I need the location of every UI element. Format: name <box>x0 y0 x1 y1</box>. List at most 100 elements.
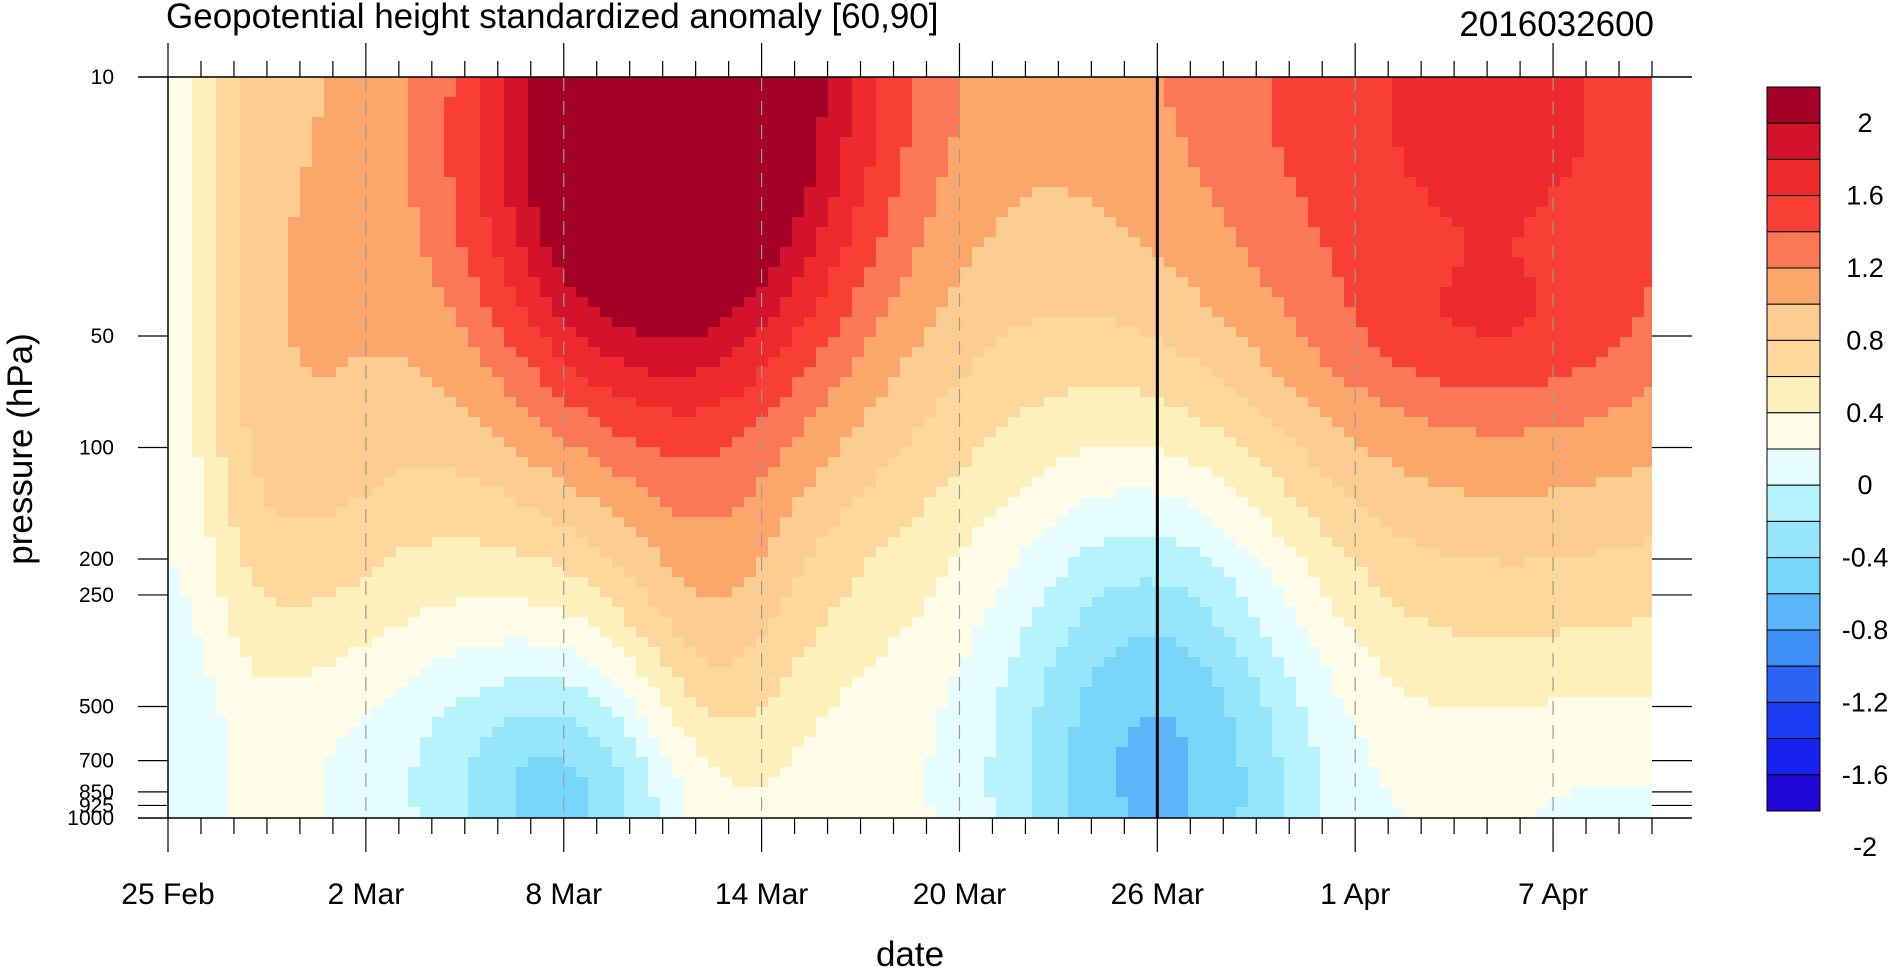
contour-cell <box>1248 287 1260 297</box>
contour-cell <box>528 417 540 427</box>
contour-cell <box>396 327 408 337</box>
contour-cell <box>1032 447 1044 457</box>
contour-cell <box>288 287 300 297</box>
contour-cell <box>600 97 612 107</box>
contour-cell <box>528 87 540 97</box>
contour-cell <box>1032 177 1044 187</box>
contour-cell <box>1584 267 1596 277</box>
contour-cell <box>876 87 888 97</box>
contour-cell <box>768 137 780 147</box>
contour-cell <box>372 97 384 107</box>
contour-cell <box>1284 137 1296 147</box>
contour-cell <box>1476 267 1488 277</box>
contour-cell <box>936 97 948 107</box>
contour-cell <box>1020 277 1032 287</box>
contour-cell <box>768 187 780 197</box>
contour-cell <box>204 267 216 277</box>
contour-cell <box>180 377 192 387</box>
contour-cell <box>1284 437 1296 447</box>
contour-cell <box>1584 157 1596 167</box>
contour-cell <box>1428 137 1440 147</box>
contour-cell <box>1296 277 1308 287</box>
contour-cell <box>1236 297 1248 307</box>
contour-cell <box>732 157 744 167</box>
contour-cell <box>468 287 480 297</box>
contour-cell <box>180 347 192 357</box>
contour-cell <box>696 267 708 277</box>
contour-cell <box>1632 377 1644 387</box>
contour-cell <box>444 307 456 317</box>
contour-cell <box>564 317 576 327</box>
contour-cell <box>432 277 444 287</box>
contour-cell <box>1212 177 1224 187</box>
contour-cell <box>936 297 948 307</box>
contour-cell <box>1392 367 1404 377</box>
contour-cell <box>1260 457 1272 467</box>
contour-cell <box>1488 337 1500 347</box>
contour-cell <box>384 247 396 257</box>
contour-cell <box>1104 227 1116 237</box>
contour-cell <box>1284 227 1296 237</box>
contour-cell <box>1392 337 1404 347</box>
contour-cell <box>1020 377 1032 387</box>
contour-cell <box>1380 157 1392 167</box>
contour-cell <box>1212 227 1224 237</box>
contour-cell <box>768 247 780 257</box>
contour-cell <box>1620 327 1632 337</box>
contour-cell <box>252 87 264 97</box>
contour-cell <box>552 377 564 387</box>
contour-cell <box>528 447 540 457</box>
contour-cell <box>1644 357 1652 367</box>
contour-cell <box>252 407 264 417</box>
contour-cell <box>540 407 552 417</box>
contour-cell <box>1320 237 1332 247</box>
contour-cell <box>996 147 1008 157</box>
contour-cell <box>1500 197 1512 207</box>
contour-cell <box>552 147 564 157</box>
contour-cell <box>456 167 468 177</box>
contour-cell <box>1056 337 1068 347</box>
contour-cell <box>1644 177 1652 187</box>
contour-cell <box>168 107 180 117</box>
contour-cell <box>1464 167 1476 177</box>
contour-cell <box>384 107 396 117</box>
contour-cell <box>180 77 192 87</box>
contour-cell <box>732 367 744 377</box>
contour-cell <box>1128 237 1140 247</box>
contour-cell <box>168 127 180 137</box>
contour-cell <box>564 137 576 147</box>
contour-cell <box>408 367 420 377</box>
contour-cell <box>1164 347 1176 357</box>
contour-cell <box>1320 197 1332 207</box>
contour-cell <box>1164 207 1176 217</box>
contour-cell <box>996 377 1008 387</box>
contour-cell <box>168 467 180 477</box>
contour-cell <box>720 207 732 217</box>
contour-cell <box>1272 467 1284 477</box>
contour-cell <box>276 177 288 187</box>
contour-cell <box>636 127 648 137</box>
contour-cell <box>1440 317 1452 327</box>
contour-cell <box>300 437 312 447</box>
contour-cell <box>588 287 600 297</box>
contour-cell <box>228 197 240 207</box>
contour-cell <box>1236 437 1248 447</box>
contour-cell <box>204 247 216 257</box>
contour-cell <box>1332 437 1344 447</box>
contour-cell <box>684 327 696 337</box>
contour-cell <box>408 287 420 297</box>
contour-cell <box>1584 337 1596 347</box>
contour-cell <box>312 227 324 237</box>
contour-cell <box>1164 447 1176 457</box>
contour-cell <box>1176 297 1188 307</box>
contour-cell <box>696 347 708 357</box>
contour-cell <box>456 137 468 147</box>
contour-cell <box>996 197 1008 207</box>
contour-cell <box>1236 217 1248 227</box>
contour-cell <box>1032 217 1044 227</box>
contour-cell <box>564 327 576 337</box>
contour-cell <box>864 157 876 167</box>
contour-cell <box>1392 87 1404 97</box>
contour-cell <box>996 177 1008 187</box>
contour-cell <box>1008 287 1020 297</box>
